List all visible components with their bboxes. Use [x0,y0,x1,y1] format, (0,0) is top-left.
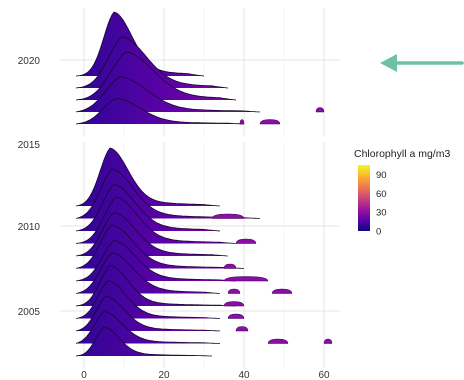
y-tick-label-2005: 2005 [18,307,41,318]
ridge-outlier-blob [223,276,269,282]
ridge-outline [75,184,221,232]
x-tick-label-20: 20 [158,370,170,380]
x-tick-label-40: 40 [238,370,250,380]
ridge-outlier-blob [235,326,249,332]
ridge-outlier-blob [267,338,289,344]
ridge-outlier-blob [323,338,333,344]
ridge-outlier-blob [223,263,237,269]
panel-top: 2020 2015 [18,8,340,151]
ridge-outline [75,76,261,113]
ridge-outlier-blob [259,119,281,125]
legend-title: Chlorophyll a mg/m3 [354,148,450,160]
legend-colorbar [358,165,370,231]
y-tick-label-2020: 2020 [18,56,41,67]
y-tick-label-2015: 2015 [18,140,41,151]
ridge-outline [75,212,229,257]
panel-bottom: 2010 2005 0 20 40 60 [18,142,340,380]
legend-tick-label-90: 90 [376,170,387,181]
ridge-outline [75,280,221,319]
ridge-outlier-blob [227,313,245,319]
legend-tick-label-60: 60 [376,189,387,200]
annotation-arrow-icon [380,54,464,72]
legend-tick-label-0: 0 [376,227,381,238]
x-tick-label-60: 60 [318,370,330,380]
y-tick-label-2010: 2010 [18,222,41,233]
ridge-outlier-blob [239,119,245,125]
ridge-outline [75,240,237,282]
ridge-outline [75,98,245,125]
ridge-outlier-blob [235,238,257,244]
panel-bottom-y-ticks: 2010 2005 [18,222,41,318]
ridge-outlier-blob [211,213,245,219]
ridge-outline [75,51,237,101]
ridge-outlier-blob [315,107,325,113]
ridge-fill [76,98,244,124]
panel-top-ridges [75,11,325,125]
ridge-outline [75,265,237,307]
ridge-outline [75,295,221,332]
panel-top-y-ticks: 2020 2015 [18,56,41,151]
legend-ticks: 90 60 30 0 [376,170,387,238]
legend-tick-label-30: 30 [376,208,387,219]
ridge-outlier-blob [271,288,293,294]
ridge-outlier-blob [227,288,241,294]
ridge-outlier-blob [223,301,245,307]
ridge-outline [75,224,245,269]
ridge-fill [76,327,212,356]
panel-bottom-ridges [75,147,333,357]
ridge-outline [75,147,221,207]
ridge-outline [75,326,212,357]
ridge-outline [75,196,237,244]
ridge-outline [75,252,221,294]
ridge-outline [75,36,229,89]
ridge-outline [75,311,221,344]
x-tick-label-0: 0 [81,370,87,380]
legend: Chlorophyll a mg/m3 90 60 30 0 [354,148,450,238]
annotation-arrow-head [380,54,397,72]
x-axis-ticks: 0 20 40 60 [81,370,330,380]
